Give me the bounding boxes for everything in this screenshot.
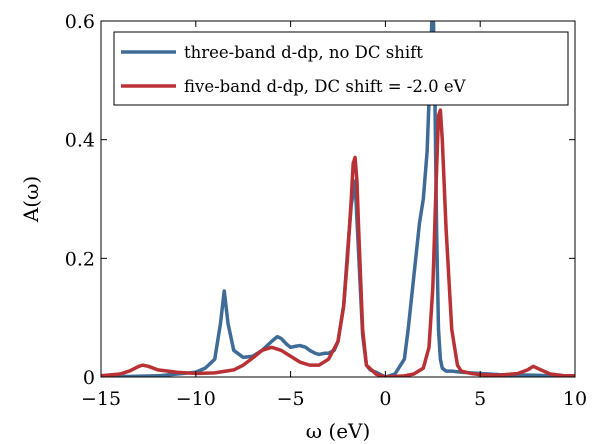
x-tick-label: 5 <box>474 388 486 410</box>
y-ticks: 0 0.2 0.4 0.6 <box>65 11 575 389</box>
x-tick-label: −10 <box>176 388 216 410</box>
legend-label-three-band: three-band d-dp, no DC shift <box>184 43 423 62</box>
x-axis-label: ω (eV) <box>306 419 371 443</box>
plot-frame <box>100 20 576 378</box>
legend-box <box>113 31 569 106</box>
x-tick-label: 0 <box>379 388 391 410</box>
y-tick-label: 0.4 <box>65 130 95 152</box>
legend-label-five-band: five-band d-dp, DC shift = -2.0 eV <box>184 77 467 96</box>
data-series <box>101 21 575 377</box>
x-tick-label: 10 <box>563 388 587 410</box>
x-tick-label: −15 <box>81 388 121 410</box>
y-tick-label: 0 <box>83 367 95 389</box>
series-line-1 <box>101 108 575 377</box>
x-ticks: −15 −10 −5 0 5 10 <box>81 21 587 410</box>
x-tick-label: −5 <box>277 388 305 410</box>
y-tick-label: 0.6 <box>65 11 95 33</box>
legend: three-band d-dp, no DC shift five-band d… <box>113 31 569 106</box>
y-axis-label: A(ω) <box>19 176 43 223</box>
y-tick-label: 0.2 <box>65 248 95 270</box>
